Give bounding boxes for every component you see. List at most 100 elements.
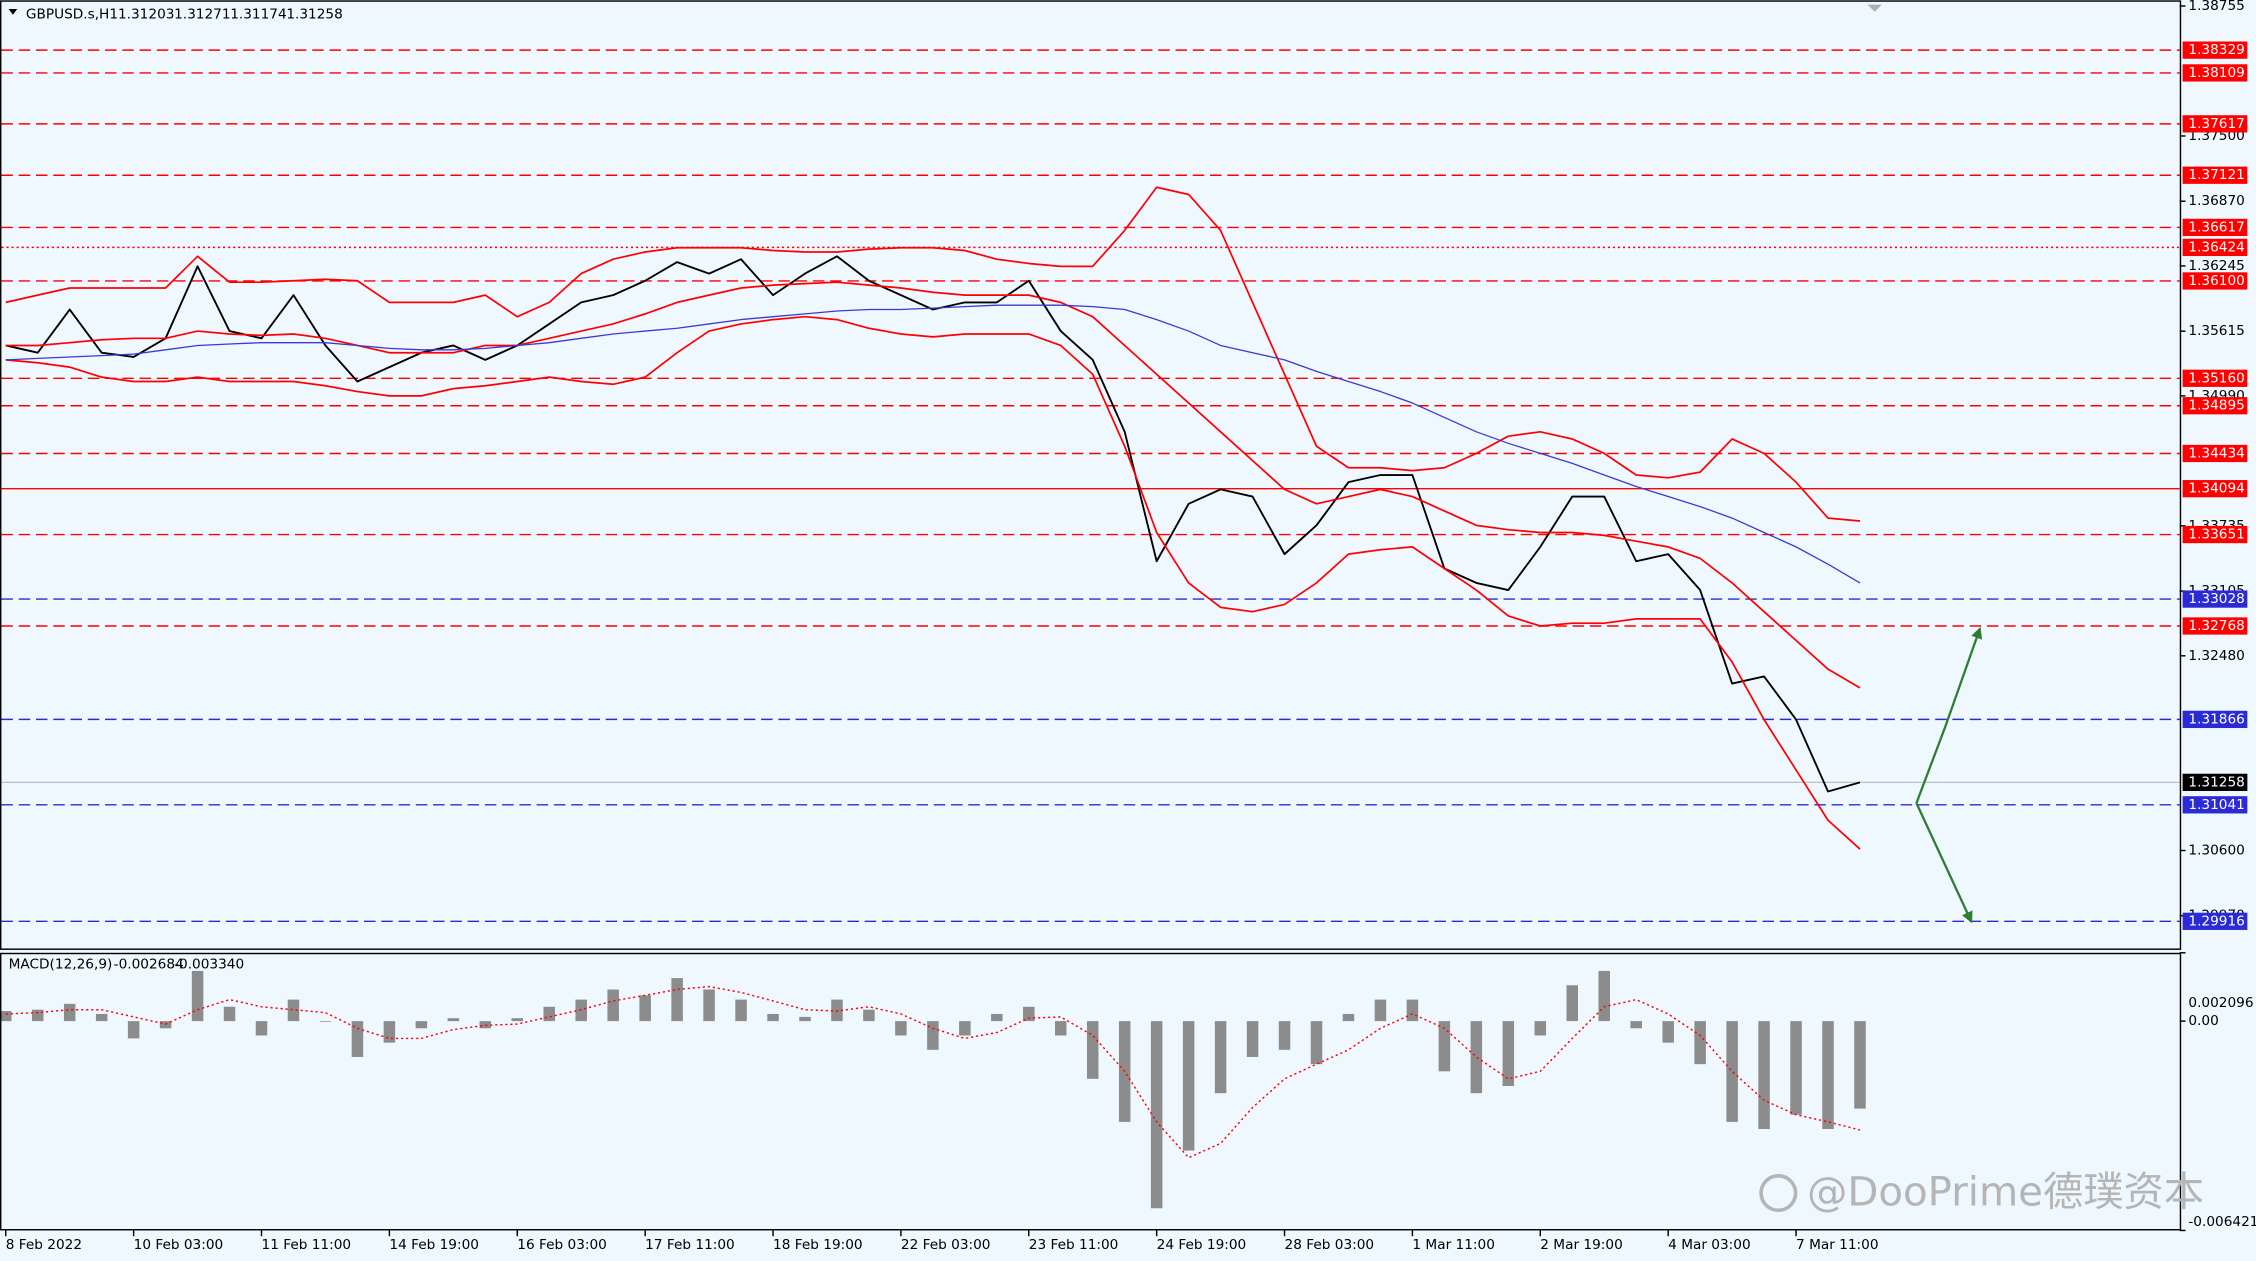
x-tick-label: 4 Mar 03:00 bbox=[1668, 1237, 1751, 1253]
scroll-marker bbox=[1867, 4, 1882, 12]
histogram-bar bbox=[1694, 1021, 1706, 1065]
series-layer bbox=[0, 186, 1866, 1209]
ohlc-high: 1.31271 bbox=[174, 7, 230, 23]
histogram-bar bbox=[191, 970, 204, 1022]
watermark: @DooPrime德璞资本 bbox=[1759, 1170, 2204, 1216]
ohlc-close: 1.31258 bbox=[286, 7, 342, 23]
x-tick-label: 24 Feb 19:00 bbox=[1157, 1237, 1247, 1253]
histogram-bar bbox=[319, 1021, 332, 1022]
histogram-bar bbox=[1854, 1021, 1866, 1109]
level-label-box bbox=[2182, 272, 2248, 290]
histogram-bar bbox=[1182, 1021, 1195, 1151]
histogram-bar bbox=[927, 1021, 939, 1050]
level-label-box bbox=[2182, 480, 2248, 498]
level-label: 1.37617 bbox=[2188, 116, 2244, 132]
histogram-bar bbox=[63, 1003, 76, 1022]
histogram-bar bbox=[1822, 1021, 1834, 1130]
y-tick-label: -0.006421 bbox=[2188, 1214, 2256, 1230]
level-label: 1.31041 bbox=[2188, 797, 2244, 813]
symbol-arrow bbox=[8, 8, 18, 15]
histogram-bar bbox=[735, 999, 747, 1022]
x-tick-label: 7 Mar 11:00 bbox=[1796, 1237, 1879, 1253]
y-tick-label: 1.30600 bbox=[2188, 842, 2244, 858]
watermark-logo bbox=[1759, 1173, 1798, 1213]
macd-readout: -0.003340 bbox=[174, 956, 244, 972]
histogram-bar bbox=[95, 1013, 108, 1022]
histogram-bar bbox=[1310, 1021, 1323, 1065]
price-panel-border bbox=[0, 0, 2182, 950]
x-tick-label: 23 Feb 11:00 bbox=[1029, 1237, 1119, 1253]
level-label: 1.34094 bbox=[2188, 481, 2244, 497]
histogram-bar bbox=[1342, 1013, 1355, 1022]
level-label-box bbox=[2182, 115, 2248, 133]
levels-layer bbox=[1, 49, 2180, 923]
histogram-bar bbox=[255, 1021, 268, 1036]
histogram-bar bbox=[1374, 999, 1387, 1022]
level-label-box bbox=[2182, 525, 2248, 544]
histogram-bar bbox=[703, 989, 715, 1022]
current-price-label: 1.31258 bbox=[2188, 774, 2244, 790]
level-label: 1.35160 bbox=[2188, 370, 2244, 386]
histogram-bar bbox=[0, 1011, 12, 1022]
histogram-bar bbox=[1726, 1021, 1738, 1122]
level-label-box bbox=[2182, 369, 2248, 387]
x-tick-label: 17 Feb 11:00 bbox=[645, 1237, 735, 1253]
histogram-bar bbox=[607, 989, 619, 1022]
level-label: 1.38329 bbox=[2188, 42, 2244, 58]
level-label-box bbox=[2182, 617, 2248, 635]
series-line bbox=[5, 315, 1861, 850]
series-line bbox=[5, 186, 1861, 522]
histogram-bar bbox=[415, 1021, 428, 1029]
histogram-bar bbox=[1630, 1021, 1642, 1029]
histogram-bar bbox=[1758, 1021, 1770, 1130]
histogram-bar bbox=[1023, 1006, 1035, 1022]
histogram-bar bbox=[895, 1021, 907, 1036]
y-tick-label: 0.002096 bbox=[2188, 995, 2253, 1011]
histogram-bar bbox=[447, 1018, 460, 1022]
histogram-bar bbox=[383, 1021, 396, 1043]
level-label-box bbox=[2182, 166, 2248, 184]
y-tick-label: 0.00 bbox=[2188, 1013, 2218, 1029]
histogram-bar bbox=[1438, 1021, 1451, 1072]
histogram-bar bbox=[511, 1018, 524, 1022]
histogram-bar bbox=[1790, 1021, 1802, 1115]
histogram-bar bbox=[639, 995, 651, 1022]
level-label-box bbox=[2182, 590, 2248, 608]
symbol-title: GBPUSD.s,H1 bbox=[26, 7, 118, 23]
histogram-bar bbox=[1150, 1021, 1163, 1209]
y-tick-label: 1.35615 bbox=[2188, 323, 2244, 339]
level-label: 1.36100 bbox=[2188, 273, 2244, 289]
histogram-bar bbox=[1534, 1021, 1547, 1036]
level-label-box bbox=[2182, 238, 2248, 257]
series-line bbox=[5, 281, 1861, 689]
x-tick-label: 28 Feb 03:00 bbox=[1285, 1237, 1375, 1253]
x-tick-label: 18 Feb 19:00 bbox=[773, 1237, 863, 1253]
histogram-bar bbox=[1406, 999, 1419, 1022]
level-label-box bbox=[2182, 397, 2248, 415]
histogram-bar bbox=[1598, 970, 1610, 1022]
histogram-bar bbox=[127, 1021, 140, 1039]
histogram-bar bbox=[863, 1009, 875, 1022]
histogram-bar bbox=[287, 999, 300, 1022]
level-label-box bbox=[2182, 444, 2248, 463]
histogram-bar bbox=[1278, 1021, 1291, 1050]
down-arrow bbox=[1915, 802, 1973, 924]
level-label-box bbox=[2182, 41, 2248, 59]
level-label-box bbox=[2182, 796, 2248, 814]
histogram-bar bbox=[31, 1009, 44, 1022]
level-label: 1.33028 bbox=[2188, 591, 2244, 607]
histogram-bar bbox=[1470, 1021, 1483, 1094]
level-label: 1.38109 bbox=[2188, 65, 2244, 81]
signal-line bbox=[5, 985, 1861, 1159]
ohlc-low: 1.31174 bbox=[230, 7, 286, 23]
macd-panel-border bbox=[0, 952, 2182, 1231]
y-tick-label: 1.38755 bbox=[2188, 0, 2244, 14]
level-label: 1.34895 bbox=[2188, 398, 2244, 414]
histogram-bar bbox=[991, 1013, 1003, 1022]
y-tick-label: 1.32480 bbox=[2188, 648, 2244, 664]
level-label: 1.32768 bbox=[2188, 618, 2244, 634]
x-tick-label: 10 Feb 03:00 bbox=[134, 1237, 224, 1253]
x-tick-label: 11 Feb 11:00 bbox=[262, 1237, 352, 1253]
histogram-bar bbox=[223, 1006, 236, 1022]
